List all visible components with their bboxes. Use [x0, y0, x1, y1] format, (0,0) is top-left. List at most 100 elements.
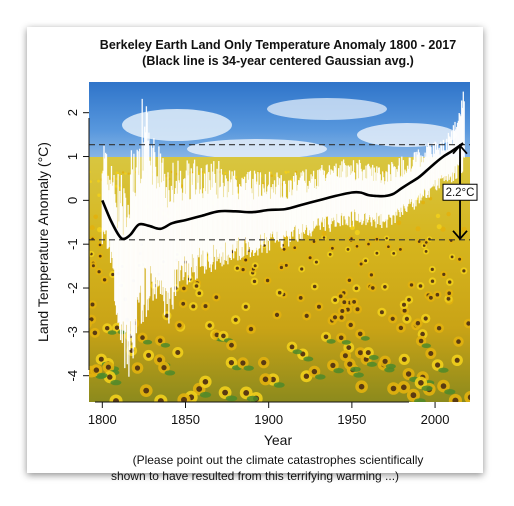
sunflower-center	[415, 321, 421, 326]
sunflower-center	[347, 361, 353, 367]
y-tick-label: 2	[65, 109, 80, 116]
sunflower	[124, 172, 127, 175]
sunflower	[97, 179, 100, 183]
sunflower-center	[404, 316, 409, 321]
sunflower-center	[331, 246, 334, 250]
sunflower-center	[298, 296, 303, 300]
sunflower-center	[346, 345, 352, 350]
sunflower-center	[424, 250, 428, 253]
cloud	[357, 123, 457, 147]
sunflower-leaf	[97, 372, 108, 379]
sunflower-center	[261, 360, 267, 366]
sunflower	[89, 180, 92, 184]
sunflower-leaf	[444, 389, 456, 395]
sunflower-center	[435, 292, 440, 297]
sunflower-center	[420, 331, 425, 337]
sunflower-center	[430, 267, 434, 271]
footnote-line-2: shown to have resulted from this terrify…	[110, 469, 400, 483]
sunflower-center	[323, 334, 329, 340]
sunflower-center	[229, 342, 234, 348]
y-tick-label: -3	[65, 326, 80, 338]
chart-title: Berkeley Earth Land Only Temperature Ano…	[100, 38, 456, 52]
sunflower-leaf	[326, 339, 336, 344]
sunflower-center	[390, 385, 397, 392]
sunflower-center	[248, 326, 254, 332]
sunflower-center	[350, 237, 353, 240]
sunflower-center	[113, 398, 119, 402]
chart-card: Berkeley Earth Land Only Temperature Ano…	[27, 27, 483, 473]
sunflower-center	[358, 383, 365, 390]
sunflower-center	[398, 325, 404, 331]
sunflower	[224, 171, 227, 175]
sunflower-leaf	[225, 395, 238, 402]
sunflower-center	[194, 284, 199, 288]
sunflower-center	[382, 358, 388, 364]
sunflower-center	[289, 344, 295, 350]
sunflower	[446, 211, 451, 217]
sunflower-leaf	[160, 343, 171, 348]
sunflower-center	[367, 242, 370, 246]
sunflower-center	[348, 322, 353, 328]
sunflower-center	[314, 260, 318, 264]
sunflower-center	[317, 304, 321, 309]
annotation-box	[442, 183, 478, 201]
sunflower-center	[214, 295, 219, 300]
sunflower-center	[401, 356, 407, 362]
sunflower-center	[371, 286, 375, 290]
sunflower-center	[352, 300, 356, 304]
sunflower-center	[340, 309, 345, 313]
sunflower-leaf	[421, 385, 433, 392]
sunflower-center	[440, 383, 447, 389]
sunflower-center	[354, 286, 359, 291]
sunflower-center	[243, 390, 250, 396]
sunflower-center	[311, 368, 318, 375]
sunflower-center	[454, 357, 460, 363]
x-axis-label: Year	[264, 432, 293, 448]
cloud	[122, 109, 232, 141]
sunflower-center	[338, 335, 344, 341]
sunflower-center	[452, 397, 459, 402]
sunflower-center	[385, 237, 388, 240]
sunflower	[89, 225, 95, 231]
sunflower-center	[379, 310, 384, 315]
sunflower-center	[410, 392, 417, 399]
sunflower-center	[446, 296, 451, 301]
sunflower-center	[157, 357, 163, 363]
sunflower-center	[430, 279, 435, 283]
sunflower-center	[282, 247, 286, 251]
x-tick-label: 1800	[88, 412, 117, 427]
sunflower-center	[364, 259, 368, 263]
sunflower-leaf	[246, 395, 259, 402]
sunflower-center	[191, 304, 196, 309]
sunflower-center	[355, 307, 360, 312]
sunflower	[436, 224, 442, 230]
sunflower-center	[279, 265, 283, 270]
sunflower-leaf	[164, 370, 176, 376]
sunflower-leaf	[385, 363, 396, 369]
sunflower-center	[207, 323, 212, 328]
sunflower	[461, 226, 467, 232]
sunflower-center	[274, 312, 280, 317]
sunflower-center	[157, 398, 164, 402]
sunflower-center	[357, 350, 363, 356]
sunflower-center	[466, 321, 470, 326]
sunflower-center	[425, 241, 428, 244]
sunflower-center	[182, 286, 186, 291]
sunflower-center	[342, 300, 347, 305]
sunflower-center	[447, 291, 452, 296]
sunflower-leaf	[360, 336, 370, 341]
sunflower-center	[114, 325, 120, 330]
sunflower-center	[252, 279, 257, 284]
sunflower-center	[202, 379, 209, 385]
cloud	[267, 98, 387, 120]
sunflower-center	[390, 316, 395, 321]
sunflower-center	[89, 317, 94, 322]
y-axis-label: Land Temperature Anomaly (°C)	[35, 142, 51, 342]
sunflower-center	[458, 257, 462, 261]
sunflower-center	[221, 333, 226, 339]
sunflower-center	[355, 245, 359, 248]
sunflower-center	[196, 386, 203, 392]
arrow-head-down	[452, 230, 468, 241]
sunflower	[116, 171, 119, 175]
sunflower-leaf	[199, 391, 212, 398]
